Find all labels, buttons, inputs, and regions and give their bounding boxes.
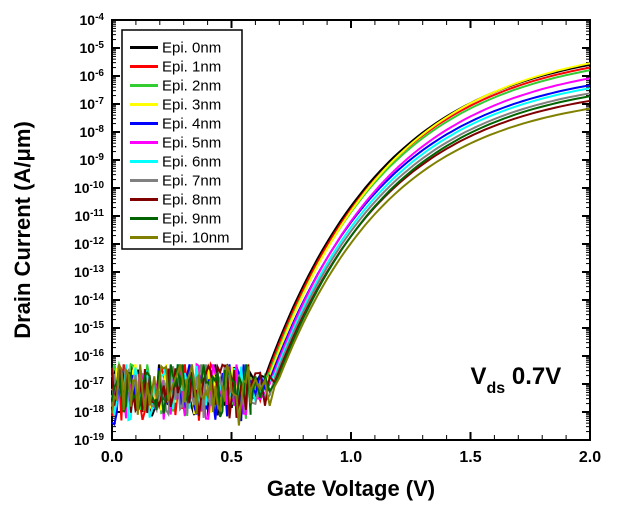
chart-svg: 0.00.51.01.52.010-1910-1810-1710-1610-15… (0, 0, 619, 514)
legend-label: Epi. 4nm (162, 116, 221, 133)
x-tick-label: 1.0 (340, 449, 362, 466)
x-tick-label: 1.5 (459, 449, 481, 466)
x-tick-label: 0.0 (101, 449, 123, 466)
legend-label: Epi. 3nm (162, 97, 221, 114)
x-axis-title: Gate Voltage (V) (267, 476, 435, 501)
legend-label: Epi. 1nm (162, 59, 221, 76)
legend-label: Epi. 0nm (162, 40, 221, 57)
legend-label: Epi. 6nm (162, 154, 221, 171)
x-tick-label: 2.0 (579, 449, 601, 466)
legend-label: Epi. 9nm (162, 211, 221, 228)
legend-label: Epi. 10nm (162, 230, 230, 247)
legend-label: Epi. 7nm (162, 173, 221, 190)
y-axis-title: Drain Current (A/μm) (10, 121, 35, 339)
legend-label: Epi. 8nm (162, 192, 221, 209)
legend-label: Epi. 5nm (162, 135, 221, 152)
x-tick-label: 0.5 (220, 449, 242, 466)
chart-container: 0.00.51.01.52.010-1910-1810-1710-1610-15… (0, 0, 619, 514)
legend-label: Epi. 2nm (162, 78, 221, 95)
